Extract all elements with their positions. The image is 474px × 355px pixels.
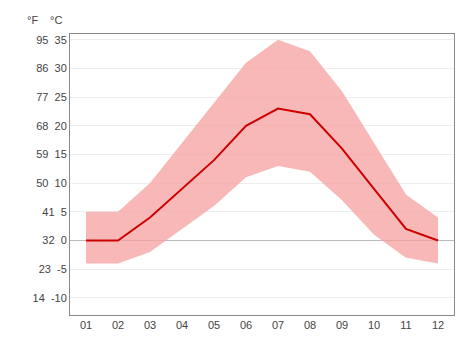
svg-text:08: 08 [304, 319, 316, 331]
svg-text:°C: °C [50, 14, 62, 26]
svg-text:14 -10: 14 -10 [33, 292, 67, 304]
svg-text:10: 10 [368, 319, 380, 331]
svg-text:12: 12 [432, 319, 444, 331]
svg-text:23 -5: 23 -5 [39, 263, 67, 275]
svg-text:95 35: 95 35 [36, 34, 67, 46]
svg-text:06: 06 [240, 319, 252, 331]
svg-text:32 0: 32 0 [42, 234, 66, 246]
svg-text:86 30: 86 30 [36, 62, 67, 74]
svg-text:50 10: 50 10 [36, 177, 67, 189]
svg-text:41 5: 41 5 [42, 206, 66, 218]
svg-text:04: 04 [176, 319, 188, 331]
svg-text:°F: °F [27, 14, 38, 26]
svg-text:02: 02 [112, 319, 124, 331]
svg-text:77 25: 77 25 [36, 91, 67, 103]
svg-text:07: 07 [272, 319, 284, 331]
svg-text:05: 05 [208, 319, 220, 331]
svg-text:09: 09 [336, 319, 348, 331]
svg-text:11: 11 [400, 319, 411, 331]
svg-text:68 20: 68 20 [36, 120, 67, 132]
svg-text:59 15: 59 15 [36, 148, 67, 160]
svg-text:01: 01 [80, 319, 92, 331]
svg-text:03: 03 [144, 319, 156, 331]
